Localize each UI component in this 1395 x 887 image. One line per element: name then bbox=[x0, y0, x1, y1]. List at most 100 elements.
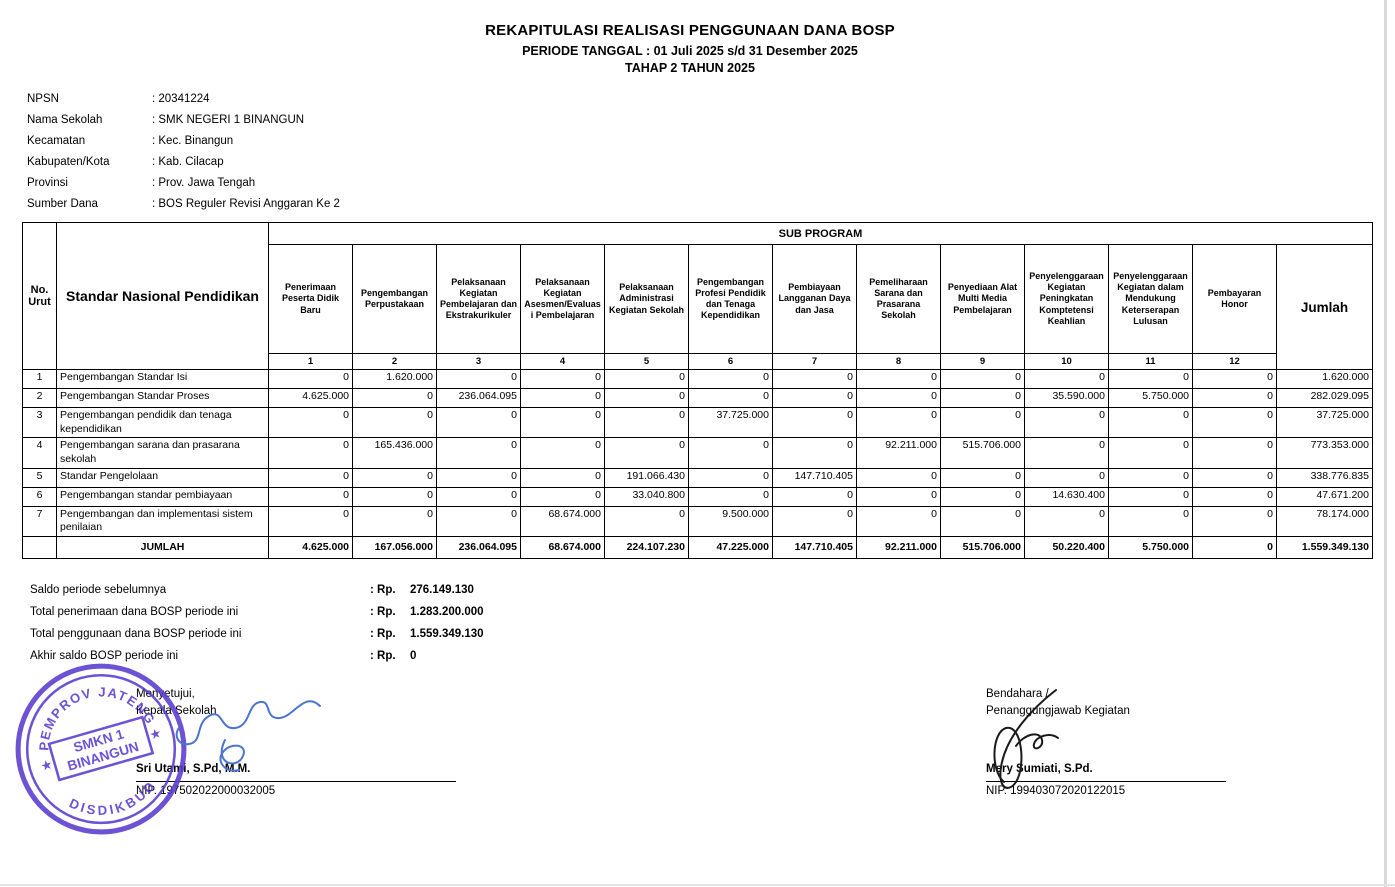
row-value: 0 bbox=[1192, 437, 1277, 469]
school-info-label: Kecamatan bbox=[27, 135, 86, 147]
summary-label: Total penerimaan dana BOSP periode ini bbox=[30, 606, 239, 618]
summary-value: 276.149.130 bbox=[410, 584, 474, 596]
row-value: 0 bbox=[1108, 369, 1193, 389]
row-value: 0 bbox=[352, 467, 437, 488]
row-value: 0 bbox=[1192, 406, 1277, 439]
total-value: 236.064.095 bbox=[436, 535, 521, 559]
row-snp-name: Pengembangan Standar Isi bbox=[56, 369, 269, 389]
row-value: 0 bbox=[856, 486, 941, 507]
summary-label: Saldo periode sebelumnya bbox=[30, 584, 167, 596]
row-value: 0 bbox=[604, 388, 689, 408]
row-value: 35.590.000 bbox=[1024, 388, 1109, 408]
total-value: 4.625.000 bbox=[268, 535, 353, 559]
row-value: 0 bbox=[856, 388, 941, 408]
realization-table: No. Urut Standar Nasional Pendidikan SUB… bbox=[22, 222, 1373, 559]
header-row-group: No. Urut Standar Nasional Pendidikan SUB… bbox=[22, 222, 1373, 370]
row-value: 0 bbox=[520, 369, 605, 389]
document-phase: TAHAP 2 TAHUN 2025 bbox=[625, 61, 755, 75]
row-value: 0 bbox=[856, 406, 941, 439]
school-stamp-icon: PEMPROV JATENG DISDIKBUD SMKN 1 BINANGUN… bbox=[15, 663, 187, 835]
row-number: 7 bbox=[22, 505, 57, 537]
school-info-value: : SMK NEGERI 1 BINANGUN bbox=[152, 114, 305, 126]
subprogram-number: 2 bbox=[352, 353, 437, 370]
total-value: 47.225.000 bbox=[688, 535, 773, 559]
school-info-value: : BOS Reguler Revisi Anggaran Ke 2 bbox=[152, 198, 340, 210]
row-snp-name: Pengembangan dan implementasi sistem pen… bbox=[56, 505, 269, 537]
total-value: 92.211.000 bbox=[856, 535, 941, 559]
document-period: PERIODE TANGGAL : 01 Juli 2025 s/d 31 De… bbox=[522, 44, 858, 58]
row-value: 0 bbox=[772, 406, 857, 439]
summary-value: 1.559.349.130 bbox=[410, 628, 484, 640]
row-value: 0 bbox=[1192, 388, 1277, 408]
summary-block: Saldo periode sebelumnya : Rp. 276.149.130… bbox=[30, 579, 484, 667]
summary-value: 1.283.200.000 bbox=[410, 606, 484, 618]
row-number: 5 bbox=[22, 467, 57, 488]
col-header-jumlah: Jumlah bbox=[1276, 244, 1373, 370]
row-jumlah: 1.620.000 bbox=[1276, 369, 1373, 389]
subprogram-header: Pembiayaan Langganan Daya dan Jasa bbox=[772, 244, 857, 354]
total-value: 224.107.230 bbox=[604, 535, 689, 559]
school-info-row: NPSN: 20341224 bbox=[27, 89, 340, 110]
row-jumlah: 47.671.200 bbox=[1276, 486, 1373, 507]
row-value: 33.040.800 bbox=[604, 486, 689, 507]
row-value: 0 bbox=[1024, 437, 1109, 469]
total-value: 68.674.000 bbox=[520, 535, 605, 559]
row-value: 5.750.000 bbox=[1108, 388, 1193, 408]
school-info-label: Sumber Dana bbox=[27, 198, 98, 210]
row-value: 0 bbox=[520, 437, 605, 469]
subprogram-header: Penyediaan Alat Multi Media Pembelajaran bbox=[940, 244, 1025, 354]
table-row: 6 Pengembangan standar pembiayaan 0 0 0 0 33.0… bbox=[22, 486, 1373, 507]
row-value: 9.500.000 bbox=[688, 505, 773, 537]
right-role-line2: Penanggungjawab Kegiatan bbox=[986, 705, 1130, 717]
subprogram-header: Pembayaran Honor bbox=[1192, 244, 1277, 354]
total-value: 167.056.000 bbox=[352, 535, 437, 559]
school-info-value: : Kab. Cilacap bbox=[152, 156, 224, 168]
table-row: 1 Pengembangan Standar Isi 0 1.620.000 0 0 0 0 0… bbox=[22, 369, 1373, 389]
row-value: 0 bbox=[268, 505, 353, 537]
row-value: 0 bbox=[268, 437, 353, 469]
row-snp-name: Standar Pengelolaan bbox=[56, 467, 269, 488]
row-value: 0 bbox=[520, 406, 605, 439]
subprogram-number: 10 bbox=[1024, 353, 1109, 370]
row-jumlah: 773.353.000 bbox=[1276, 437, 1373, 469]
row-value: 68.674.000 bbox=[520, 505, 605, 537]
subprogram-number: 8 bbox=[856, 353, 941, 370]
row-value: 0 bbox=[1024, 467, 1109, 488]
treasurer-signature-icon bbox=[993, 689, 1059, 789]
school-info-value: : 20341224 bbox=[152, 93, 210, 105]
row-value: 0 bbox=[940, 388, 1025, 408]
row-value: 0 bbox=[268, 486, 353, 507]
row-snp-name: Pengembangan sarana dan prasarana sekola… bbox=[56, 437, 269, 469]
row-value: 0 bbox=[604, 437, 689, 469]
row-value: 0 bbox=[1024, 406, 1109, 439]
subprogram-number: 6 bbox=[688, 353, 773, 370]
row-value: 191.066.430 bbox=[604, 467, 689, 488]
school-info-label: Kabupaten/Kota bbox=[27, 156, 110, 168]
row-value: 0 bbox=[1108, 486, 1193, 507]
row-value: 0 bbox=[268, 467, 353, 488]
total-label: JUMLAH bbox=[56, 535, 269, 559]
summary-label: Total penggunaan dana BOSP periode ini bbox=[30, 628, 242, 640]
row-value: 165.436.000 bbox=[352, 437, 437, 469]
row-value: 1.620.000 bbox=[352, 369, 437, 389]
school-info-row: Sumber Dana : BOS Reguler Revisi Anggaran… bbox=[27, 194, 340, 215]
table-row: 5 Standar Pengelolaan 0 0 0 0 191.066.430 0 147.… bbox=[22, 467, 1373, 488]
right-role-line1: Bendahara / bbox=[986, 688, 1049, 700]
row-value: 0 bbox=[268, 406, 353, 439]
summary-currency: : Rp. bbox=[370, 650, 396, 662]
row-value: 0 bbox=[1024, 369, 1109, 389]
total-value: 0 bbox=[1192, 535, 1277, 559]
row-value: 0 bbox=[1192, 505, 1277, 537]
row-value: 0 bbox=[772, 486, 857, 507]
row-value: 0 bbox=[856, 505, 941, 537]
row-value: 0 bbox=[604, 369, 689, 389]
row-number: 4 bbox=[22, 437, 57, 469]
row-snp-name: Pengembangan Standar Proses bbox=[56, 388, 269, 408]
school-info-label: Provinsi bbox=[27, 177, 68, 189]
row-value: 0 bbox=[1024, 505, 1109, 537]
svg-text:★: ★ bbox=[148, 725, 163, 743]
row-value: 0 bbox=[772, 369, 857, 389]
summary-row: Total penggunaan dana BOSP periode ini: … bbox=[30, 623, 484, 645]
subprogram-number: 7 bbox=[772, 353, 857, 370]
col-header-subprogram-group: SUB PROGRAM bbox=[268, 222, 1373, 245]
